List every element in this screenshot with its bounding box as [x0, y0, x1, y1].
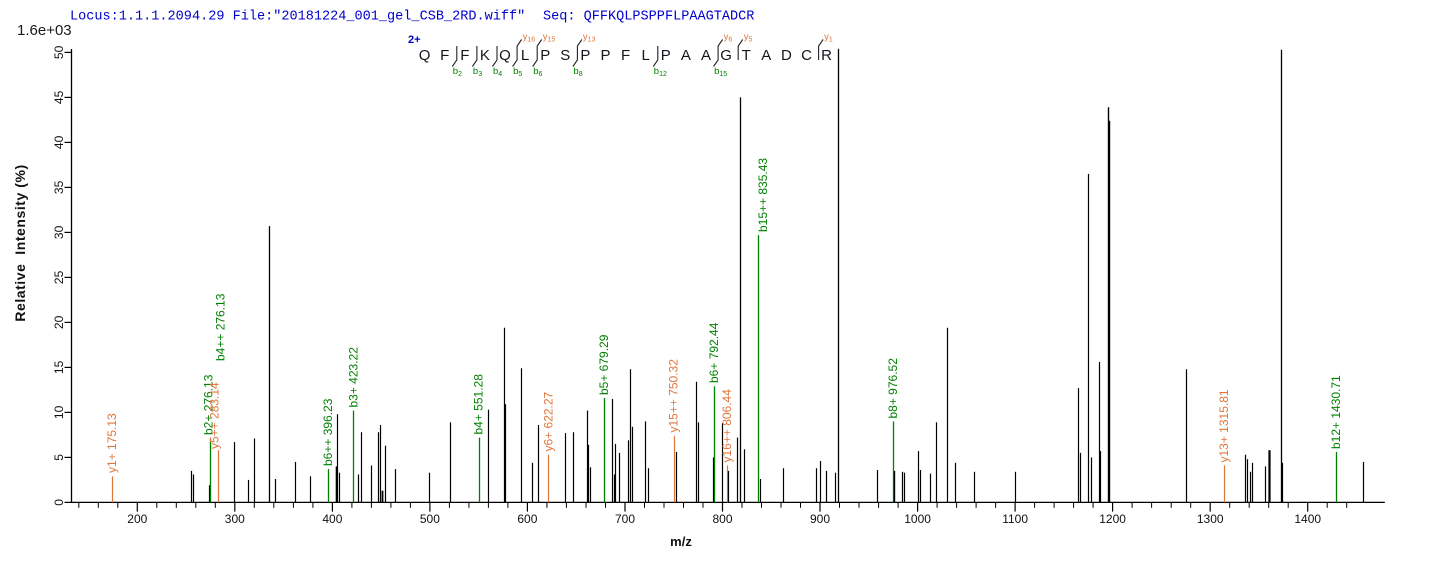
svg-text:A: A: [681, 47, 691, 64]
svg-text:b12+ 1430.71: b12+ 1430.71: [1329, 375, 1343, 449]
svg-text:T: T: [742, 47, 751, 64]
svg-text:Q: Q: [499, 47, 511, 64]
svg-text:600: 600: [517, 512, 537, 526]
svg-text:b3: b3: [473, 66, 482, 78]
svg-text:1200: 1200: [1099, 512, 1126, 526]
svg-text:200: 200: [127, 512, 147, 526]
svg-text:1300: 1300: [1197, 512, 1224, 526]
svg-text:30: 30: [52, 225, 66, 239]
svg-text:L: L: [642, 47, 650, 64]
svg-text:b6: b6: [533, 66, 542, 78]
svg-text:b15++ 835.43: b15++ 835.43: [756, 158, 770, 232]
svg-text:y5++ 283.14: y5++ 283.14: [208, 382, 222, 449]
svg-text:35: 35: [52, 180, 66, 194]
svg-text:b3+ 423.22: b3+ 423.22: [346, 347, 360, 408]
svg-text:Locus:1.1.1.2094.29 File:"2018: Locus:1.1.1.2094.29 File:"20181224_001_g…: [70, 10, 525, 25]
svg-text:F: F: [460, 47, 469, 64]
svg-text:Relative Intensity (%): Relative Intensity (%): [12, 164, 28, 321]
svg-text:C: C: [801, 47, 812, 64]
svg-text:45: 45: [52, 90, 66, 104]
svg-text:P: P: [600, 47, 610, 64]
svg-text:300: 300: [225, 512, 245, 526]
svg-text:800: 800: [712, 512, 732, 526]
svg-text:b2: b2: [453, 66, 462, 78]
svg-text:R: R: [821, 47, 832, 64]
svg-text:b6++ 396.23: b6++ 396.23: [321, 398, 335, 466]
svg-text:b8+ 976.52: b8+ 976.52: [886, 358, 900, 419]
svg-text:400: 400: [322, 512, 342, 526]
svg-text:A: A: [761, 47, 771, 64]
svg-text:A: A: [701, 47, 711, 64]
svg-text:b8: b8: [573, 66, 582, 78]
svg-text:F: F: [440, 47, 449, 64]
svg-text:m/z: m/z: [670, 534, 692, 549]
svg-text:b4++ 276.13: b4++ 276.13: [214, 293, 228, 361]
svg-text:y1+ 175.13: y1+ 175.13: [105, 413, 119, 473]
svg-text:25: 25: [52, 270, 66, 284]
svg-text:D: D: [781, 47, 792, 64]
svg-text:G: G: [720, 47, 732, 64]
svg-text:y6: y6: [724, 32, 733, 44]
svg-text:b2+ 276.13: b2+ 276.13: [202, 374, 216, 435]
svg-text:2+: 2+: [408, 34, 421, 46]
svg-text:y6+ 622.27: y6+ 622.27: [542, 391, 556, 451]
svg-text:P: P: [540, 47, 550, 64]
svg-text:y16++ 806.44: y16++ 806.44: [720, 389, 734, 463]
svg-text:1100: 1100: [1002, 512, 1028, 526]
svg-text:b5: b5: [513, 66, 522, 78]
svg-text:y1: y1: [824, 32, 833, 44]
svg-text:0: 0: [52, 499, 66, 506]
svg-text:b6+ 792.44: b6+ 792.44: [707, 322, 721, 383]
svg-text:b4: b4: [493, 66, 502, 78]
svg-text:S: S: [560, 47, 570, 64]
svg-text:900: 900: [810, 512, 830, 526]
svg-text:500: 500: [420, 512, 440, 526]
svg-text:10: 10: [52, 405, 66, 419]
svg-text:20: 20: [52, 315, 66, 329]
svg-text:y15++ 750.32: y15++ 750.32: [667, 359, 681, 433]
svg-text:F: F: [621, 47, 630, 64]
svg-text:P: P: [661, 47, 671, 64]
svg-text:b4+ 551.28: b4+ 551.28: [472, 374, 486, 435]
svg-text:y13+ 1315.81: y13+ 1315.81: [1217, 389, 1231, 462]
svg-text:15: 15: [52, 360, 66, 374]
svg-text:50: 50: [52, 45, 66, 59]
svg-text:K: K: [480, 47, 490, 64]
svg-text:1400: 1400: [1294, 512, 1321, 526]
svg-text:5: 5: [52, 454, 66, 461]
svg-text:Seq: QFFKQLPSPPFLPAAGTADCR: Seq: QFFKQLPSPPFLPAAGTADCR: [543, 10, 754, 25]
svg-text:L: L: [521, 47, 529, 64]
svg-text:b5+ 679.29: b5+ 679.29: [597, 334, 611, 395]
svg-text:Q: Q: [419, 47, 431, 64]
svg-text:700: 700: [615, 512, 635, 526]
svg-text:1000: 1000: [904, 512, 931, 526]
svg-text:40: 40: [52, 135, 66, 149]
svg-text:P: P: [580, 47, 590, 64]
svg-text:1.6e+03: 1.6e+03: [17, 22, 72, 39]
svg-text:y5: y5: [744, 32, 753, 44]
